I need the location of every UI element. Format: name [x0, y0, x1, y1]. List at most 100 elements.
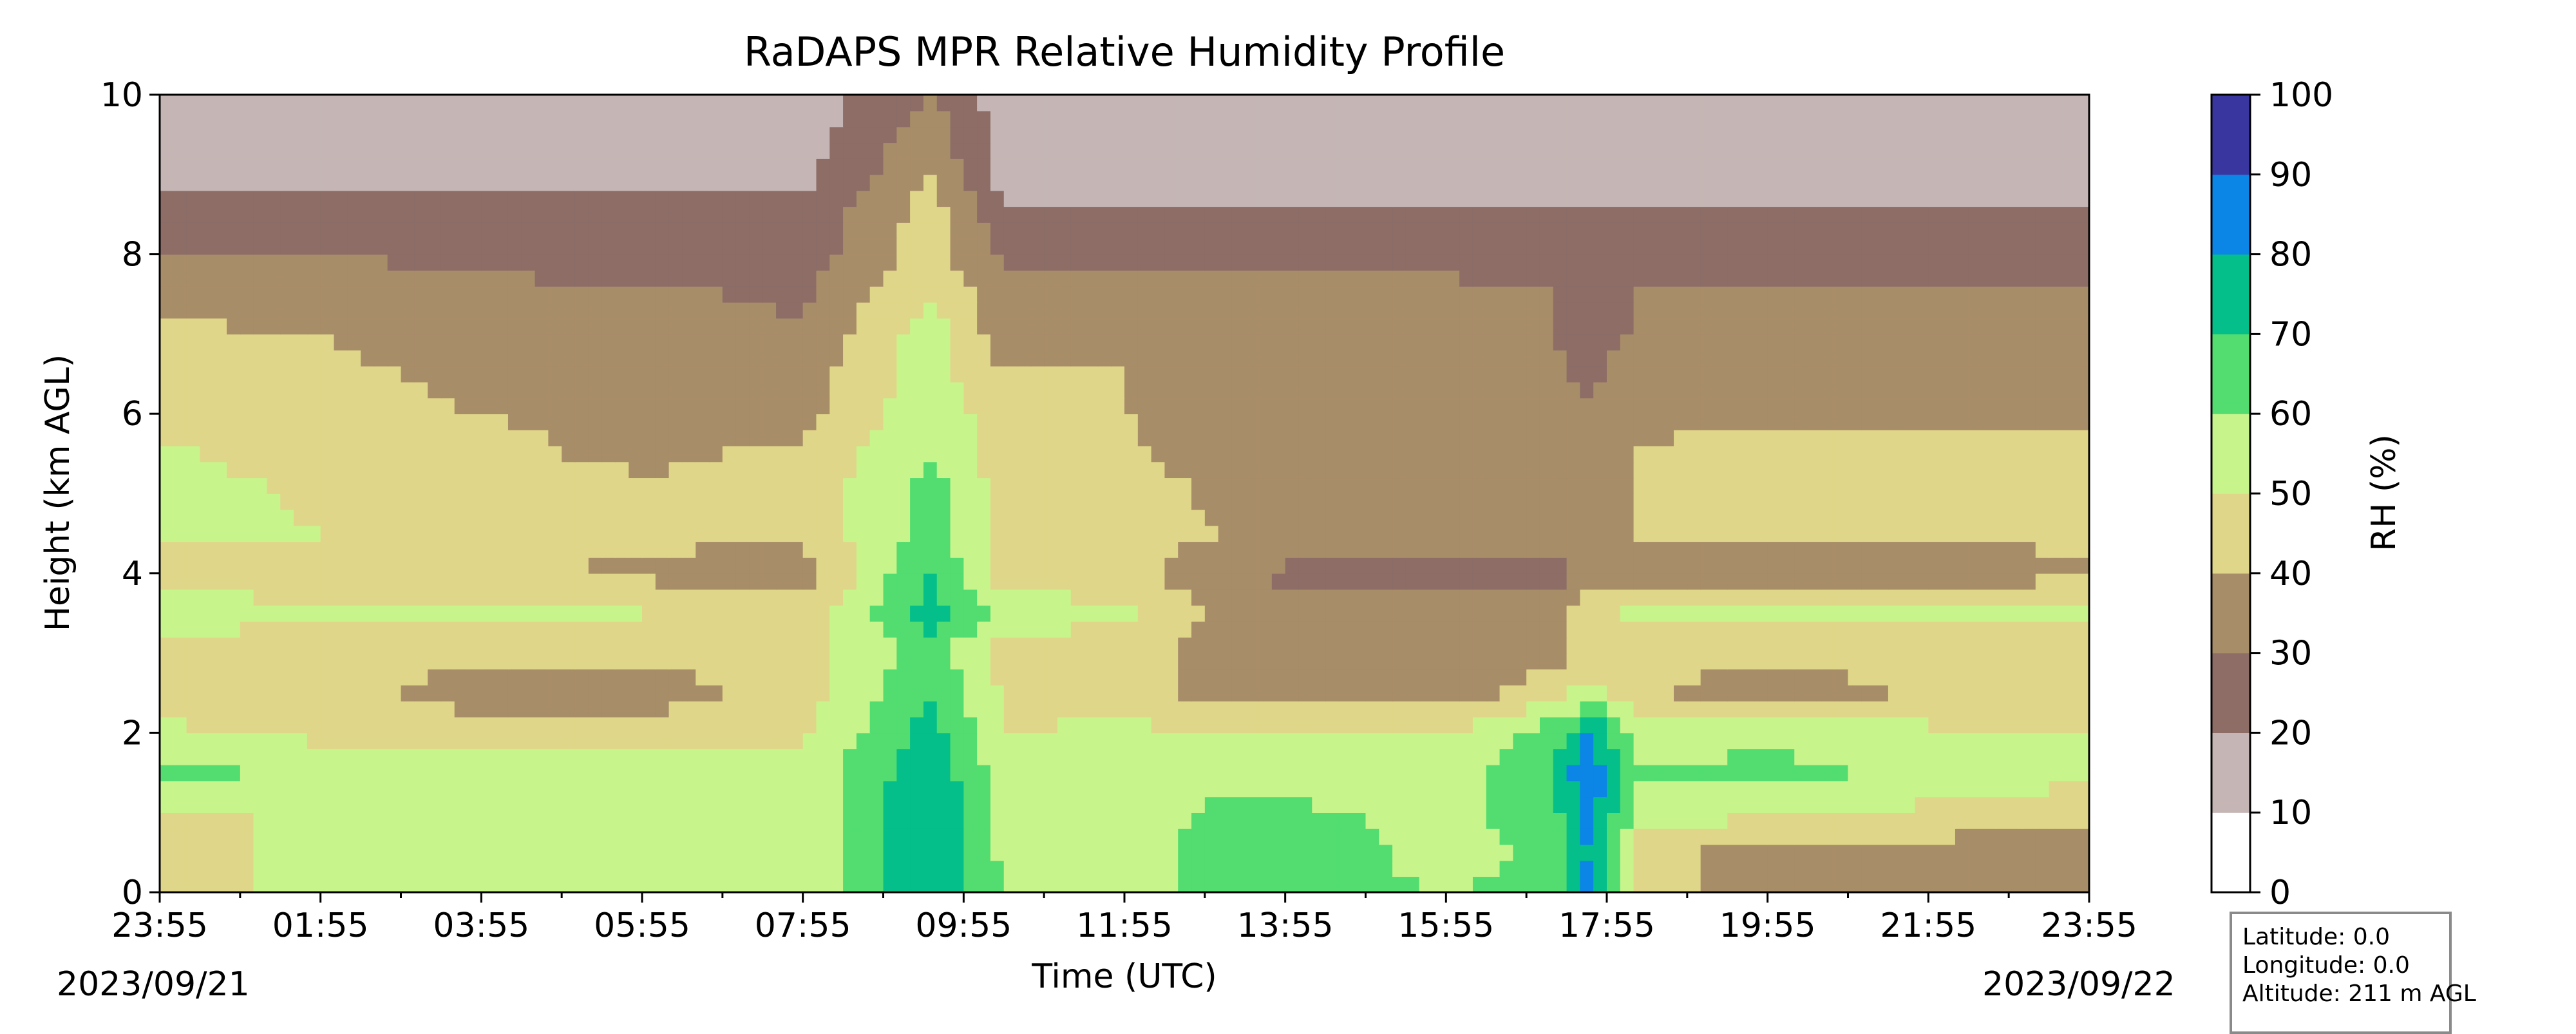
rh-cell — [495, 605, 509, 622]
rh-cell — [762, 414, 777, 430]
rh-cell — [200, 716, 214, 734]
rh-cell — [240, 749, 254, 765]
rh-cell — [682, 350, 697, 367]
rh-cell — [1781, 812, 1795, 829]
rh-cell — [1781, 477, 1795, 494]
rh-cell — [428, 589, 442, 606]
rh-cell — [1352, 637, 1367, 654]
rh-cell — [896, 621, 911, 638]
rh-cell — [977, 876, 991, 893]
rh-cell — [320, 780, 335, 798]
rh-cell — [776, 828, 790, 845]
rh-cell — [1593, 669, 1607, 685]
rh-cell — [843, 477, 857, 494]
rh-cell — [963, 589, 978, 606]
rh-cell — [1352, 605, 1367, 622]
rh-cell — [1674, 381, 1688, 399]
rh-cell — [1754, 780, 1768, 798]
rh-cell — [1580, 637, 1594, 654]
rh-cell — [1499, 764, 1514, 781]
rh-cell — [601, 397, 616, 414]
rh-cell — [963, 844, 978, 861]
rh-cell — [1245, 860, 1259, 877]
rh-cell — [883, 685, 898, 702]
rh-cell — [334, 589, 348, 606]
rh-cell — [1875, 700, 1889, 718]
rh-cell — [160, 860, 174, 877]
rh-cell — [1124, 653, 1139, 670]
rh-cell — [963, 493, 978, 510]
rh-cell — [1365, 557, 1380, 574]
rh-cell — [468, 685, 482, 702]
rh-cell — [1674, 860, 1688, 877]
rh-cell — [856, 653, 871, 670]
rh-cell — [709, 669, 723, 685]
rh-cell — [1767, 812, 1782, 829]
rh-cell — [1030, 461, 1045, 479]
rh-cell — [374, 669, 388, 685]
rh-cell — [1566, 669, 1581, 685]
rh-cell — [160, 589, 174, 606]
rh-cell — [507, 445, 522, 463]
rh-cell — [1392, 653, 1406, 670]
rh-cell — [615, 749, 629, 765]
rh-cell — [401, 621, 415, 638]
rh-cell — [963, 621, 978, 638]
rh-cell — [1030, 397, 1045, 414]
rh-cell — [387, 844, 402, 861]
rh-cell — [1097, 397, 1112, 414]
rh-cell — [655, 732, 670, 749]
rh-cell — [696, 637, 710, 654]
rh-cell — [1164, 828, 1179, 845]
rh-cell — [1861, 700, 1875, 718]
rh-cell — [1218, 493, 1233, 510]
rh-cell — [1700, 350, 1715, 367]
rh-cell — [1003, 812, 1018, 829]
rh-cell — [1861, 381, 1875, 399]
rh-cell — [334, 397, 348, 414]
rh-cell — [1526, 732, 1540, 749]
rh-cell — [601, 621, 616, 638]
rh-cell — [1888, 812, 1902, 829]
rh-cell — [655, 477, 670, 494]
rh-cell — [2049, 573, 2063, 590]
rh-cell — [401, 605, 415, 622]
rh-cell — [668, 589, 683, 606]
rh-cell — [735, 525, 750, 542]
rh-cell — [1164, 621, 1179, 638]
rh-cell — [1593, 477, 1607, 494]
rh-cell — [1499, 525, 1514, 542]
rh-cell — [1084, 381, 1099, 399]
rh-cell — [2009, 764, 2023, 781]
rh-cell — [642, 461, 656, 479]
rh-cell — [883, 365, 898, 383]
rh-cell — [802, 477, 817, 494]
rh-cell — [481, 397, 495, 414]
rh-cell — [1526, 637, 1540, 654]
rh-cell — [963, 780, 978, 798]
rh-cell — [1942, 716, 1956, 734]
rh-cell — [347, 525, 361, 542]
rh-cell — [1942, 365, 1956, 383]
rh-cell — [856, 716, 871, 734]
rh-cell — [2049, 397, 2063, 414]
rh-cell — [950, 700, 965, 718]
rh-cell — [829, 350, 844, 367]
rh-cell — [1325, 445, 1340, 463]
rh-cell — [1405, 780, 1420, 798]
rh-cell — [160, 700, 174, 718]
rh-cell — [990, 365, 1005, 383]
rh-cell — [2076, 414, 2090, 430]
rh-cell — [1030, 477, 1045, 494]
rh-cell — [1070, 461, 1085, 479]
rh-cell — [1137, 605, 1152, 622]
rh-cell — [709, 557, 723, 574]
rh-cell — [1767, 573, 1782, 590]
rh-cell — [1419, 557, 1434, 574]
rh-cell — [1312, 493, 1326, 510]
rh-cell — [267, 780, 281, 798]
rh-cell — [1580, 445, 1594, 463]
rh-cell — [776, 334, 790, 350]
rh-cell — [1084, 876, 1099, 893]
rh-cell — [1660, 780, 1674, 798]
